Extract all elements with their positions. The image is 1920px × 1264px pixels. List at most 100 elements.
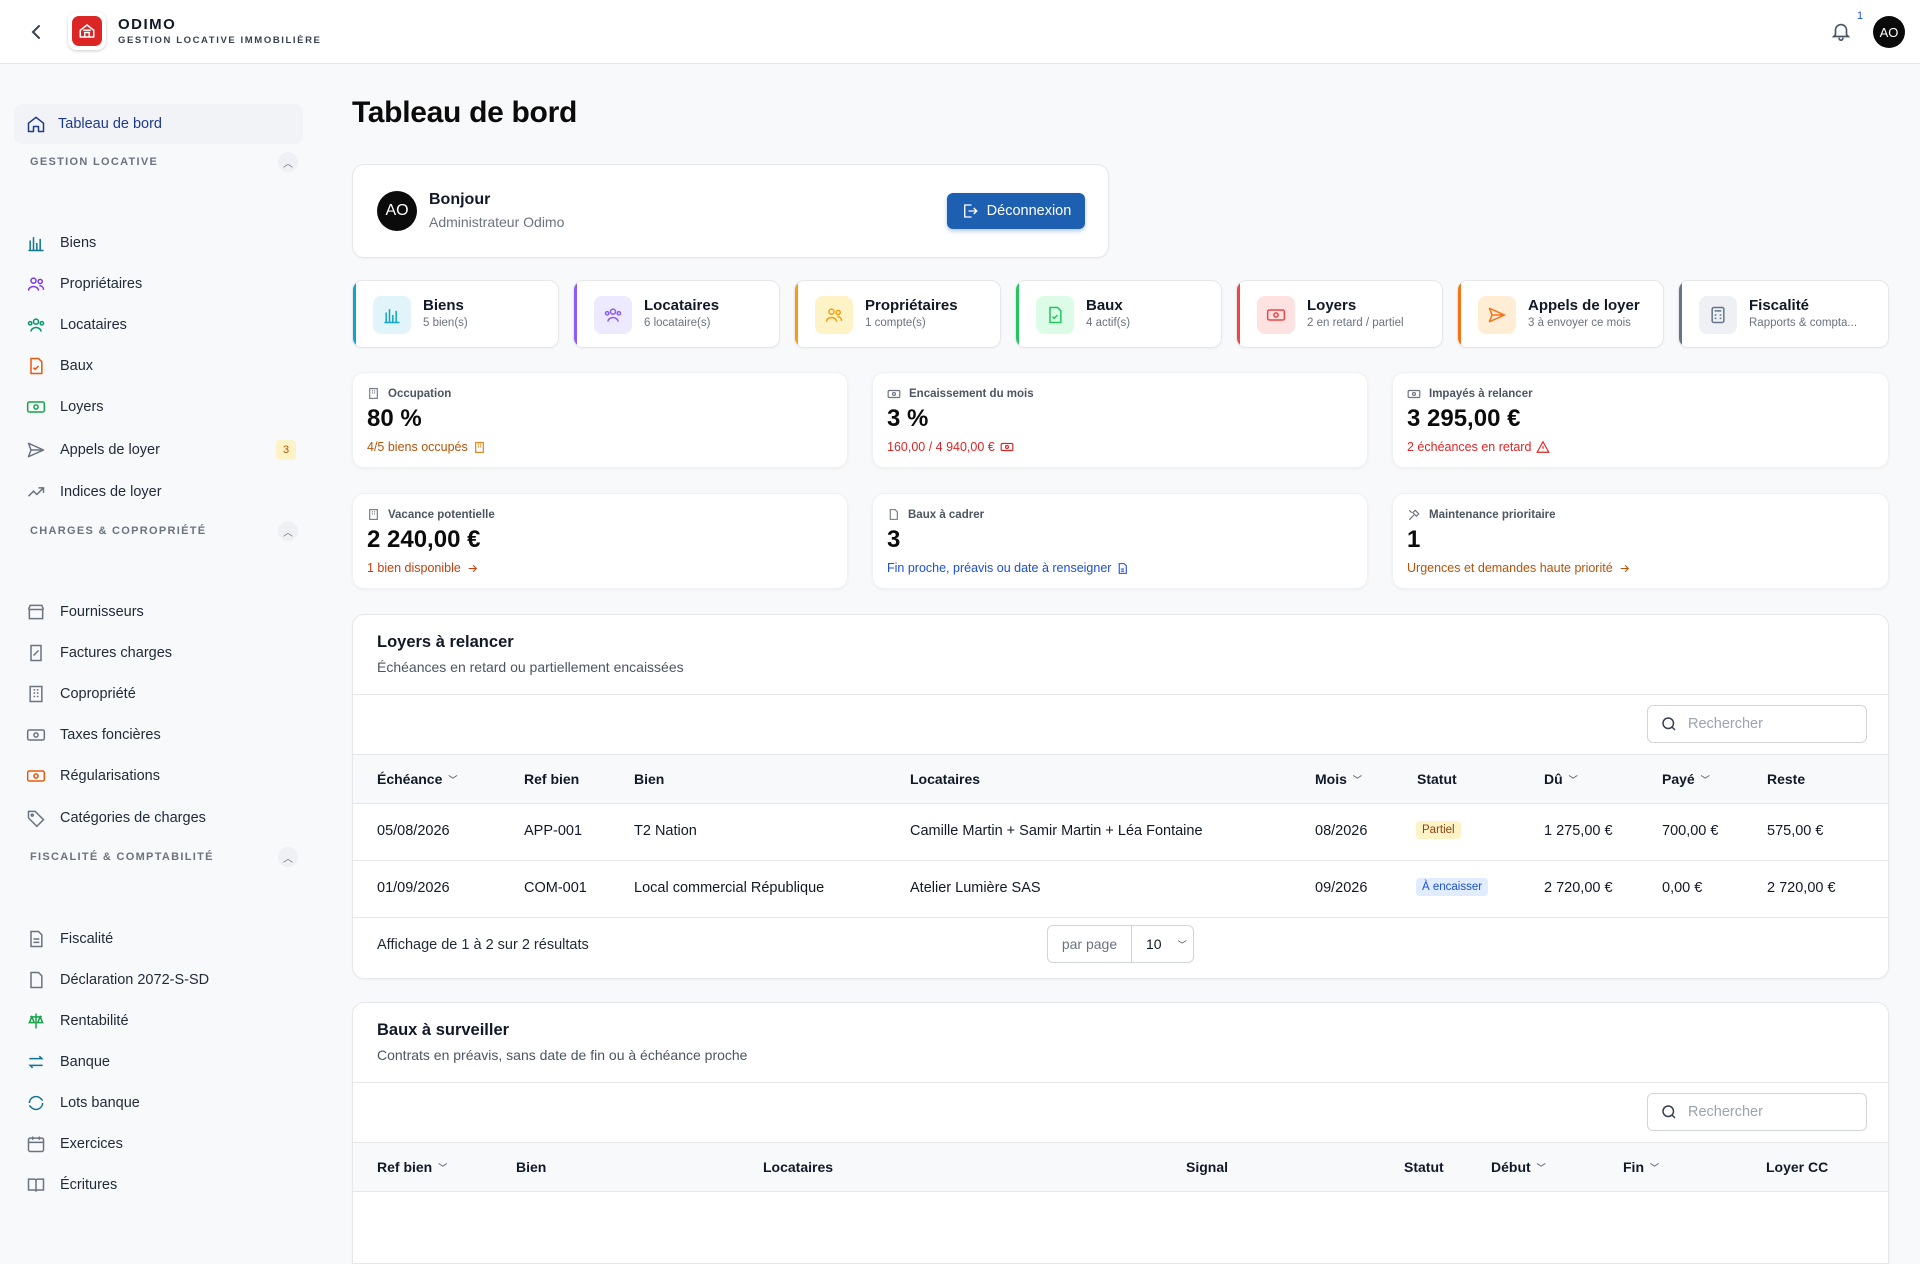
search-input[interactable]: Rechercher xyxy=(1647,705,1867,743)
sidebar-item-banque[interactable]: Banque xyxy=(26,1047,296,1077)
col-ref-bien[interactable]: Ref bien ﹀ xyxy=(377,1159,448,1175)
sidebar-item-lots-banque[interactable]: Lots banque xyxy=(26,1088,296,1118)
table-row[interactable]: 05/08/2026 APP-001 T2 Nation Camille Mar… xyxy=(353,804,1888,861)
tile-fiscalite[interactable]: Fiscalité Rapports & compta... xyxy=(1678,280,1889,348)
sidebar-item-label: Factures charges xyxy=(60,645,173,661)
arrow-right-icon xyxy=(1620,564,1629,572)
sidebar-item-label: Banque xyxy=(60,1054,110,1070)
section-gestion-locative[interactable]: GESTION LOCATIVE ︿ xyxy=(30,151,298,173)
tile-baux[interactable]: Baux 4 actif(s) xyxy=(1015,280,1222,348)
sidebar-item-label: Déclaration 2072-S-SD xyxy=(60,972,210,988)
cell-reste: 575,00 € xyxy=(1767,823,1824,839)
sidebar-item-taxes-foncieres[interactable]: Taxes foncières xyxy=(26,720,296,750)
col-du[interactable]: Dû ﹀ xyxy=(1544,771,1578,787)
chevron-down-icon: ﹀ xyxy=(1650,1162,1660,1173)
sidebar-item-regularisations[interactable]: Régularisations xyxy=(26,761,296,791)
tile-subtitle: 3 à envoyer ce mois xyxy=(1528,317,1631,329)
col-paye[interactable]: Payé ﹀ xyxy=(1662,771,1710,787)
sidebar-item-biens[interactable]: Biens xyxy=(26,228,296,258)
sidebar-item-fiscalite[interactable]: Fiscalité xyxy=(26,924,296,954)
stat-label: Maintenance prioritaire xyxy=(1429,509,1556,521)
back-arrow-icon[interactable] xyxy=(24,20,48,44)
sidebar-item-locataires[interactable]: Locataires xyxy=(26,310,296,340)
sidebar-item-proprietaires[interactable]: Propriétaires xyxy=(26,269,296,299)
sidebar-item-factures-charges[interactable]: Factures charges xyxy=(26,638,296,668)
tile-biens[interactable]: Biens 5 bien(s) xyxy=(352,280,559,348)
sidebar-item-label: Fiscalité xyxy=(60,931,114,947)
notification-count: 1 xyxy=(1857,10,1864,22)
stat-label: Encaissement du mois xyxy=(909,388,1034,400)
col-fin[interactable]: Fin ﹀ xyxy=(1623,1159,1660,1175)
tile-proprietaires[interactable]: Propriétaires 1 compte(s) xyxy=(794,280,1001,348)
sidebar-item-declaration[interactable]: Déclaration 2072-S-SD xyxy=(26,965,296,995)
panel-title: Baux à surveiller xyxy=(377,1021,510,1039)
sidebar-item-loyers[interactable]: Loyers xyxy=(26,392,296,422)
chevron-up-icon[interactable]: ︿ xyxy=(278,521,298,541)
tile-appels-de-loyer[interactable]: Appels de loyer 3 à envoyer ce mois xyxy=(1457,280,1664,348)
chevron-down-icon: ﹀ xyxy=(1568,774,1578,785)
stat-occupation: Occupation 80 % 4/5 biens occupés xyxy=(352,372,848,468)
stat-baux-a-cadrer: Baux à cadrer 3 Fin proche, préavis ou d… xyxy=(872,493,1368,589)
sidebar-item-label: Appels de loyer xyxy=(60,442,160,458)
chevron-down-icon: ﹀ xyxy=(448,774,458,785)
sidebar-item-rentabilite[interactable]: Rentabilité xyxy=(26,1006,296,1036)
table-header: Ref bien ﹀ Bien Locataires Signal Statut … xyxy=(353,1142,1888,1192)
users-icon xyxy=(815,296,853,334)
tile-loyers[interactable]: Loyers 2 en retard / partiel xyxy=(1236,280,1443,348)
cell-echeance: 01/09/2026 xyxy=(377,880,450,896)
top-bar: ODIMO GESTION LOCATIVE IMMOBILIÈRE 1 AO xyxy=(0,0,1920,64)
stat-label: Occupation xyxy=(388,387,452,400)
bell-icon[interactable] xyxy=(1830,20,1854,44)
stat-link[interactable]: Fin proche, préavis ou date à renseigner xyxy=(887,561,1129,575)
chart-building-icon xyxy=(26,233,46,253)
chevron-up-icon[interactable]: ︿ xyxy=(278,847,298,867)
stat-value: 1 xyxy=(1407,526,1421,553)
section-title: GESTION LOCATIVE xyxy=(30,156,159,168)
tile-locataires[interactable]: Locataires 6 locataire(s) xyxy=(573,280,780,348)
sidebar-item-categories-de-charges[interactable]: Catégories de charges xyxy=(26,803,296,833)
sidebar-item-baux[interactable]: Baux xyxy=(26,351,296,381)
scale-icon xyxy=(26,1011,46,1031)
chevron-down-icon: ﹀ xyxy=(438,1162,448,1173)
col-statut: Statut xyxy=(1404,1159,1444,1175)
cell-mois: 09/2026 xyxy=(1315,880,1368,896)
search-placeholder: Rechercher xyxy=(1688,716,1763,732)
arrow-right-icon xyxy=(468,564,477,572)
cell-reste: 2 720,00 € xyxy=(1767,880,1836,896)
section-charges-copropriete[interactable]: CHARGES & COPROPRIÉTÉ ︿ xyxy=(30,520,298,542)
section-fiscalite-comptabilite[interactable]: FISCALITÉ & COMPTABILITÉ ︿ xyxy=(30,846,298,868)
per-page-select[interactable]: par page 10 ﹀ xyxy=(1047,925,1194,963)
table-row[interactable]: 01/09/2026 COM-001 Local commercial Répu… xyxy=(353,861,1888,918)
app-logo[interactable] xyxy=(68,12,106,50)
col-echeance[interactable]: Échéance ﹀ xyxy=(377,771,458,787)
col-mois[interactable]: Mois ﹀ xyxy=(1315,771,1362,787)
sidebar-item-exercices[interactable]: Exercices xyxy=(26,1129,296,1159)
cell-du: 2 720,00 € xyxy=(1544,880,1613,896)
section-title: FISCALITÉ & COMPTABILITÉ xyxy=(30,851,214,863)
chevron-down-icon: ﹀ xyxy=(1352,774,1362,785)
sidebar-item-copropriete[interactable]: Copropriété xyxy=(26,679,296,709)
banknote-icon xyxy=(1257,296,1295,334)
table-header: Échéance ﹀ Ref bien Bien Locataires Mois ﹀… xyxy=(353,754,1888,804)
sidebar-item-dashboard[interactable]: Tableau de bord xyxy=(14,104,303,144)
stat-link[interactable]: Urgences et demandes haute priorité xyxy=(1407,561,1631,575)
search-input[interactable]: Rechercher xyxy=(1647,1093,1867,1131)
panel-loyers-a-relancer: Loyers à relancer Échéances en retard ou… xyxy=(352,614,1889,979)
logout-button[interactable]: Déconnexion xyxy=(947,193,1085,229)
sidebar-item-label: Biens xyxy=(60,235,97,251)
col-debut[interactable]: Début ﹀ xyxy=(1491,1159,1546,1175)
sidebar-item-indices-de-loyer[interactable]: Indices de loyer xyxy=(26,477,296,507)
sidebar-item-appels-de-loyer[interactable]: Appels de loyer 3 xyxy=(26,435,296,465)
sidebar-item-fournisseurs[interactable]: Fournisseurs xyxy=(26,597,296,627)
tag-icon xyxy=(26,808,46,828)
chevron-up-icon[interactable]: ︿ xyxy=(278,152,298,172)
user-avatar[interactable]: AO xyxy=(1873,16,1905,48)
stat-link[interactable]: 1 bien disponible xyxy=(367,561,479,575)
warning-icon xyxy=(1536,440,1551,453)
col-locataires: Locataires xyxy=(910,771,981,787)
chevron-down-icon: ﹀ xyxy=(1177,939,1187,950)
trending-up-icon xyxy=(26,482,46,502)
cell-mois: 08/2026 xyxy=(1315,823,1368,839)
sidebar-item-ecritures[interactable]: Écritures xyxy=(26,1170,296,1200)
cell-echeance: 05/08/2026 xyxy=(377,823,450,839)
